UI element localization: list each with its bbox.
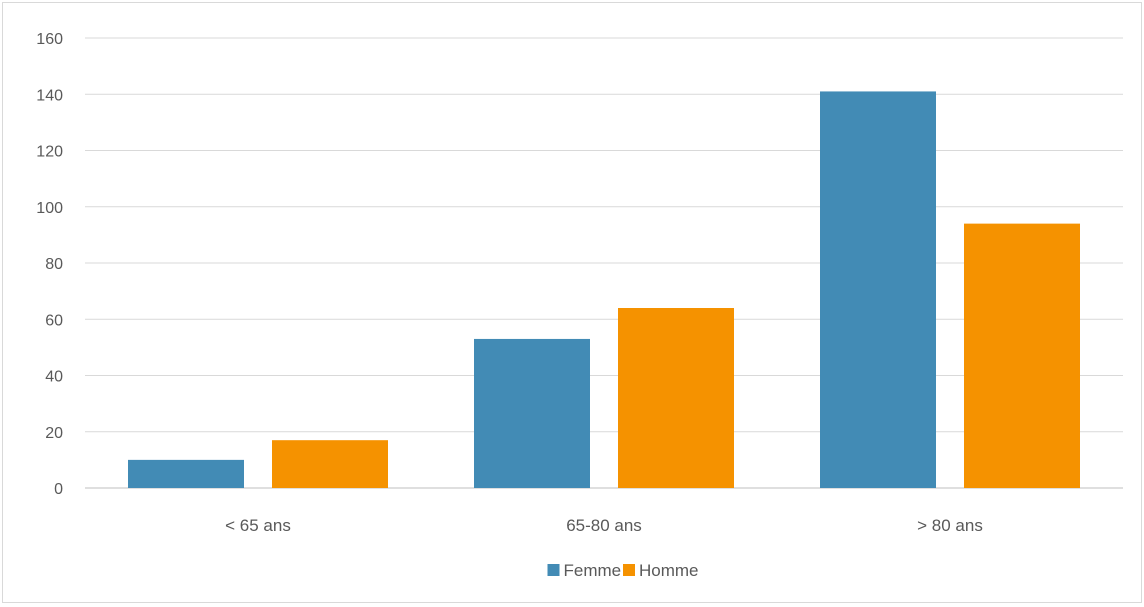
legend: Femme Homme [547,561,699,580]
legend-swatch-homme [623,564,635,576]
legend-label-homme: Homme [639,561,699,580]
y-tick-label: 60 [45,312,63,329]
y-tick-label: 120 [36,144,63,161]
y-tick-label: 140 [36,87,63,104]
x-category-label: > 80 ans [917,516,983,535]
bar-chart: 0 20 40 60 80 100 120 140 160 < 65 ans 65-80 ans >… [36,31,1123,580]
bar-femme-3 [820,91,936,488]
x-axis-categories: < 65 ans 65-80 ans > 80 ans [225,516,983,535]
x-category-label: < 65 ans [225,516,291,535]
y-axis-ticks: 0 20 40 60 80 100 120 140 160 [36,31,63,498]
x-category-label: 65-80 ans [566,516,642,535]
bar-homme-2 [618,308,734,488]
y-tick-label: 20 [45,425,63,442]
legend-swatch-femme [547,564,560,576]
y-tick-label: 100 [36,200,63,217]
bar-femme-2 [474,338,590,488]
y-tick-label: 0 [54,481,63,498]
legend-label-femme: Femme [564,561,622,580]
y-tick-label: 80 [45,256,63,273]
bar-homme-3 [964,223,1080,488]
bar-homme-1 [272,440,388,488]
bar-femme-1 [128,459,244,488]
gridlines [85,37,1123,489]
y-tick-label: 40 [45,369,63,386]
bars [128,91,1080,488]
y-tick-label: 160 [36,31,63,48]
